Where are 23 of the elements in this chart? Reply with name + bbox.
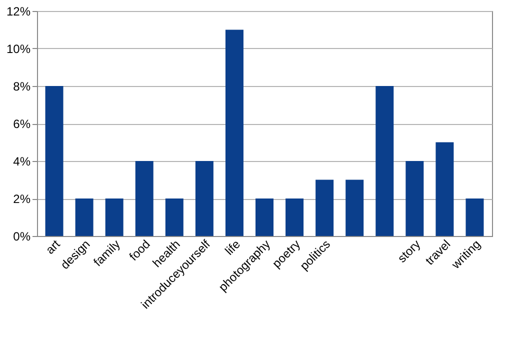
bar <box>436 142 454 236</box>
bar <box>105 198 124 236</box>
bar <box>256 198 274 236</box>
bar <box>346 180 364 236</box>
bar <box>75 198 94 236</box>
y-tick-label: 12% <box>6 4 31 18</box>
bar <box>225 30 244 236</box>
y-tick-label: 2% <box>13 192 31 206</box>
x-tick-label: art <box>42 236 64 257</box>
bar <box>286 198 304 236</box>
bar <box>45 86 64 236</box>
bar <box>406 161 424 236</box>
bar <box>316 180 334 236</box>
bar <box>376 86 394 236</box>
bar <box>466 198 484 236</box>
bar <box>135 161 154 236</box>
y-tick-label: 4% <box>13 154 31 168</box>
y-tick-label: 10% <box>6 42 31 56</box>
y-tick-label: 6% <box>13 117 31 131</box>
y-tick-label: 0% <box>13 230 31 244</box>
bar <box>165 198 184 236</box>
bar <box>195 161 214 236</box>
y-tick-label: 8% <box>13 80 31 94</box>
